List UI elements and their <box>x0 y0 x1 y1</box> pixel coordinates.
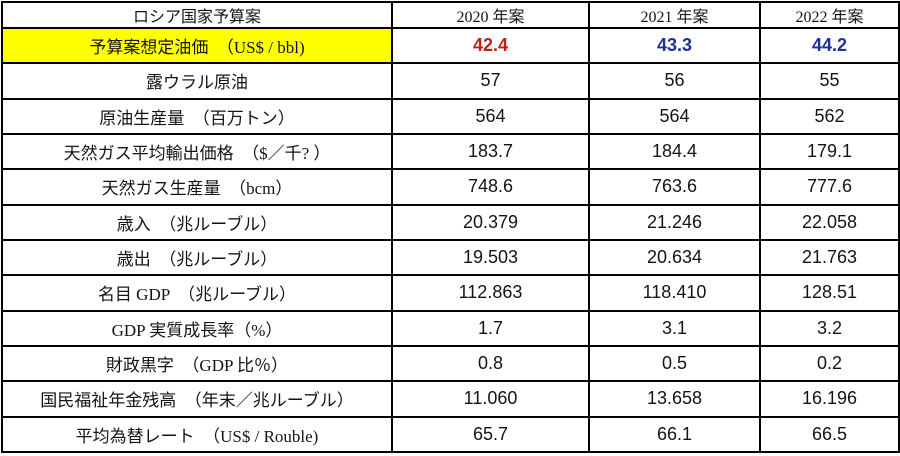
row-label-cell: 予算案想定油価 （US$ / bbl) <box>1 26 393 65</box>
value-cell: 21.763 <box>759 238 900 277</box>
value-cell: 1.7 <box>391 309 590 347</box>
value-cell: 20.634 <box>588 238 761 277</box>
value-cell: 42.4 <box>391 26 590 65</box>
value-cell: 564 <box>588 97 761 135</box>
value-cell: 3.2 <box>759 309 900 347</box>
row-label-cell: 天然ガス生産量 （bcm） <box>1 168 393 206</box>
row-label-cell: 歳出 （兆ルーブル） <box>1 238 393 277</box>
value-cell: 20.379 <box>391 203 590 241</box>
column-header-2020: 2020 年案 <box>391 1 590 29</box>
value-cell: 183.7 <box>391 132 590 171</box>
value-cell: 13.658 <box>588 380 761 418</box>
value-cell: 11.060 <box>391 380 590 418</box>
value-cell: 19.503 <box>391 238 590 277</box>
value-cell: 3.1 <box>588 309 761 347</box>
table-row-gdp-growth: GDP 実質成長率（%） 1.7 3.1 3.2 <box>1 309 900 347</box>
value-cell: 43.3 <box>588 26 761 65</box>
row-label-cell: 天然ガス平均輸出価格 （$／千? ） <box>1 132 393 171</box>
value-cell: 748.6 <box>391 168 590 206</box>
value-cell: 0.8 <box>391 344 590 383</box>
table-row-nominal-gdp: 名目 GDP （兆ルーブル） 112.863 118.410 128.51 <box>1 274 900 312</box>
value-cell: 777.6 <box>759 168 900 206</box>
value-cell: 118.410 <box>588 274 761 312</box>
value-cell: 22.058 <box>759 203 900 241</box>
row-label-cell: 原油生産量 （百万トン） <box>1 97 393 135</box>
table-row-revenue: 歳入 （兆ルーブル） 20.379 21.246 22.058 <box>1 203 900 241</box>
row-label-cell: 財政黒字 （GDP 比％） <box>1 344 393 383</box>
table-row-welfare-fund: 国民福祉年金残高 （年末／兆ルーブル） 11.060 13.658 16.196 <box>1 380 900 418</box>
row-label-cell: 名目 GDP （兆ルーブル） <box>1 274 393 312</box>
value-cell: 184.4 <box>588 132 761 171</box>
table-row-fiscal-surplus: 財政黒字 （GDP 比％） 0.8 0.5 0.2 <box>1 344 900 383</box>
value-cell: 55 <box>759 62 900 100</box>
value-cell: 65.7 <box>391 415 590 454</box>
value-cell: 21.246 <box>588 203 761 241</box>
table-row-exchange-rate: 平均為替レート （US$ / Rouble) 65.7 66.1 66.5 <box>1 415 900 454</box>
value-cell: 66.5 <box>759 415 900 454</box>
column-header-2021: 2021 年案 <box>588 1 761 29</box>
value-cell: 179.1 <box>759 132 900 171</box>
value-cell: 112.863 <box>391 274 590 312</box>
value-cell: 56 <box>588 62 761 100</box>
table-row-gas-production: 天然ガス生産量 （bcm） 748.6 763.6 777.6 <box>1 168 900 206</box>
table-title-cell: ロシア国家予算案 <box>1 1 393 29</box>
table-row-crude-production: 原油生産量 （百万トン） 564 564 562 <box>1 97 900 135</box>
table-row-assumed-oil-price: 予算案想定油価 （US$ / bbl) 42.4 43.3 44.2 <box>1 26 900 65</box>
row-label-cell: GDP 実質成長率（%） <box>1 309 393 347</box>
header-row: ロシア国家予算案 2020 年案 2021 年案 2022 年案 <box>1 1 900 29</box>
value-cell: 128.51 <box>759 274 900 312</box>
value-cell: 57 <box>391 62 590 100</box>
value-cell: 0.2 <box>759 344 900 383</box>
row-label-cell: 国民福祉年金残高 （年末／兆ルーブル） <box>1 380 393 418</box>
table-row-gas-export-price: 天然ガス平均輸出価格 （$／千? ） 183.7 184.4 179.1 <box>1 132 900 171</box>
column-header-2022: 2022 年案 <box>759 1 900 29</box>
value-cell: 564 <box>391 97 590 135</box>
value-cell: 44.2 <box>759 26 900 65</box>
value-cell: 562 <box>759 97 900 135</box>
value-cell: 66.1 <box>588 415 761 454</box>
table-row-urals-crude: 露ウラル原油 57 56 55 <box>1 62 900 100</box>
value-cell: 763.6 <box>588 168 761 206</box>
table-row-expenditure: 歳出 （兆ルーブル） 19.503 20.634 21.763 <box>1 238 900 277</box>
row-label-cell: 平均為替レート （US$ / Rouble) <box>1 415 393 454</box>
row-label-cell: 歳入 （兆ルーブル） <box>1 203 393 241</box>
value-cell: 0.5 <box>588 344 761 383</box>
value-cell: 16.196 <box>759 380 900 418</box>
row-label-cell: 露ウラル原油 <box>1 62 393 100</box>
